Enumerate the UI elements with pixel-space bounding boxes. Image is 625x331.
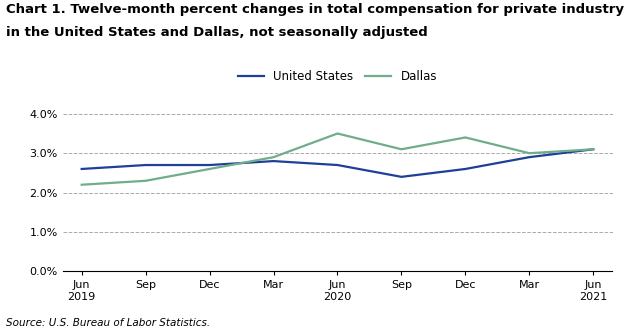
United States (270, 159, 278, 163)
Dallas (142, 179, 149, 183)
Line: Dallas: Dallas (82, 133, 593, 185)
Text: Chart 1. Twelve-month percent changes in total compensation for private industry: Chart 1. Twelve-month percent changes in… (6, 3, 625, 16)
United States (206, 163, 213, 167)
United States (462, 167, 469, 171)
Text: Source: U.S. Bureau of Labor Statistics.: Source: U.S. Bureau of Labor Statistics. (6, 318, 211, 328)
United States (398, 175, 405, 179)
United States (334, 163, 341, 167)
United States (589, 147, 597, 151)
Dallas (589, 147, 597, 151)
United States (142, 163, 149, 167)
Dallas (206, 167, 213, 171)
Dallas (462, 135, 469, 139)
Dallas (398, 147, 405, 151)
Dallas (526, 151, 533, 155)
United States (526, 155, 533, 159)
Text: in the United States and Dallas, not seasonally adjusted: in the United States and Dallas, not sea… (6, 26, 428, 39)
Legend: United States, Dallas: United States, Dallas (233, 66, 442, 88)
Line: United States: United States (82, 149, 593, 177)
Dallas (334, 131, 341, 135)
United States (78, 167, 86, 171)
Dallas (270, 155, 278, 159)
Dallas (78, 183, 86, 187)
